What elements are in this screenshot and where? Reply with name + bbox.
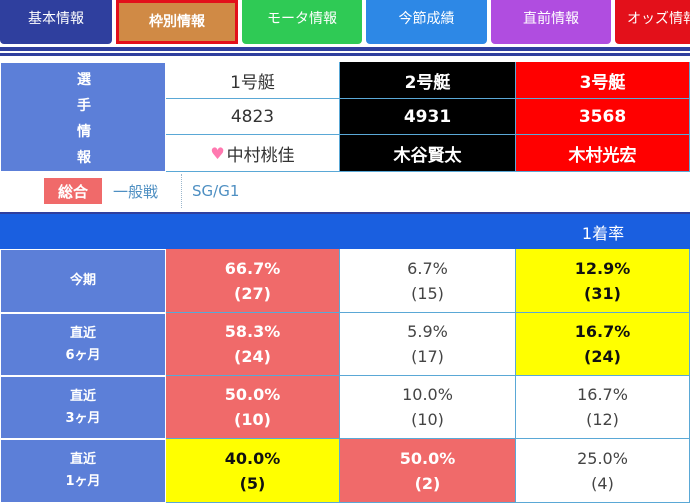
tab-underline [0, 47, 690, 51]
tab-odds-info[interactable]: オッズ情報 [615, 0, 690, 44]
win-rate: 16.7% [577, 385, 628, 404]
win-rate: 6.7% [407, 258, 448, 278]
race-count: (24) [234, 347, 271, 366]
stat-cell-boat-2: 10.0% (10) [340, 376, 516, 439]
stats-row-label: 直近 6ヶ月 [0, 313, 166, 376]
boat-3-racer-name[interactable]: 木村光宏 [516, 135, 690, 172]
win-rate: 16.7% [574, 322, 631, 341]
row-label-line: 6ヶ月 [65, 347, 101, 363]
racer-info-label: 選 手 情 報 [0, 62, 166, 172]
race-count: (31) [584, 283, 621, 303]
stat-cell-boat-3: 25.0% (4) [516, 439, 690, 503]
race-count: (10) [411, 410, 444, 429]
boat-1-racer-id: 4823 [166, 99, 340, 135]
stat-cell-boat-2: 5.9% (17) [340, 313, 516, 376]
stats-row-label: 今期 [0, 249, 166, 313]
race-count: (4) [591, 473, 614, 493]
race-count: (12) [586, 410, 619, 429]
boat-2-racer-id: 4931 [340, 99, 516, 135]
tab-motor-info[interactable]: モータ情報 [242, 0, 362, 44]
win-rate: 58.3% [224, 322, 281, 341]
win-rate: 25.0% [577, 448, 628, 468]
grade-filter: 総合 一般戦 SG/G1 [0, 172, 690, 212]
row-label-line: 直近 [69, 388, 96, 404]
win-rate: 10.0% [402, 385, 453, 404]
race-count: (24) [584, 347, 621, 366]
win-rate: 5.9% [407, 322, 448, 341]
boat-1-number: 1号艇 [166, 62, 340, 99]
stat-cell-boat-3: 12.9% (31) [516, 249, 690, 313]
tab-frame-info[interactable]: 枠別情報 [116, 0, 238, 44]
stat-cell-boat-1: 50.0% (10) [166, 376, 340, 439]
win-rate: 40.0% [224, 448, 281, 468]
stat-cell-boat-1: 40.0% (5) [166, 439, 340, 503]
filter-sg-g1[interactable]: SG/G1 [192, 182, 240, 200]
stats-row-label: 直近 3ヶ月 [0, 376, 166, 439]
boat-3-number: 3号艇 [516, 62, 690, 99]
boat-2-number: 2号艇 [340, 62, 516, 99]
label-char: 報 [77, 150, 91, 166]
row-label-line: 今期 [69, 273, 96, 288]
row-label-line: 直近 [69, 452, 96, 467]
filter-divider [181, 174, 182, 208]
stat-cell-boat-1: 66.7% (27) [166, 249, 340, 313]
stat-cell-boat-3: 16.7% (12) [516, 376, 690, 439]
tab-basic-info[interactable]: 基本情報 [0, 0, 112, 44]
tab-pre-race-info[interactable]: 直前情報 [491, 0, 611, 44]
race-count: (5) [239, 473, 266, 493]
row-label-line: 1ヶ月 [65, 474, 101, 489]
tab-session-results[interactable]: 今節成績 [366, 0, 487, 44]
label-char: 情 [77, 124, 91, 140]
stats-header: 1着率 [0, 212, 690, 249]
boat-3-racer-id: 3568 [516, 99, 690, 135]
boat-1-racer-name[interactable]: ♥ 中村桃佳 [166, 135, 340, 172]
stats-header-title: 1着率 [581, 223, 625, 243]
tab-underline-secondary [0, 53, 690, 56]
heart-icon: ♥ [210, 143, 225, 163]
win-rate: 50.0% [224, 385, 281, 404]
stat-cell-boat-2: 6.7% (15) [340, 249, 516, 313]
stat-cell-boat-3: 16.7% (24) [516, 313, 690, 376]
race-count: (2) [414, 473, 441, 493]
race-count: (15) [411, 283, 444, 303]
filter-general[interactable]: 一般戦 [113, 182, 159, 201]
race-count: (27) [234, 283, 271, 303]
racer-name-text: 中村桃佳 [226, 145, 295, 166]
filter-overall[interactable]: 総合 [44, 178, 102, 204]
stat-cell-boat-2: 50.0% (2) [340, 439, 516, 503]
win-rate: 50.0% [399, 448, 456, 468]
win-rate: 66.7% [224, 258, 281, 278]
stat-cell-boat-1: 58.3% (24) [166, 313, 340, 376]
win-rate: 12.9% [574, 258, 631, 278]
label-char: 選 [77, 72, 91, 88]
row-label-line: 3ヶ月 [65, 410, 101, 426]
label-char: 手 [77, 98, 91, 114]
stats-row-label: 直近 1ヶ月 [0, 439, 166, 503]
row-label-line: 直近 [69, 325, 96, 341]
tab-bar: 基本情報 枠別情報 モータ情報 今節成績 直前情報 オッズ情報 [0, 0, 690, 48]
race-count: (10) [234, 410, 271, 429]
racer-info-table: 選 手 情 報 1号艇 2号艇 3号艇 4823 4931 3568 ♥ 中村桃… [0, 62, 690, 172]
boat-2-racer-name[interactable]: 木谷賢太 [340, 135, 516, 172]
race-count: (17) [411, 347, 444, 366]
